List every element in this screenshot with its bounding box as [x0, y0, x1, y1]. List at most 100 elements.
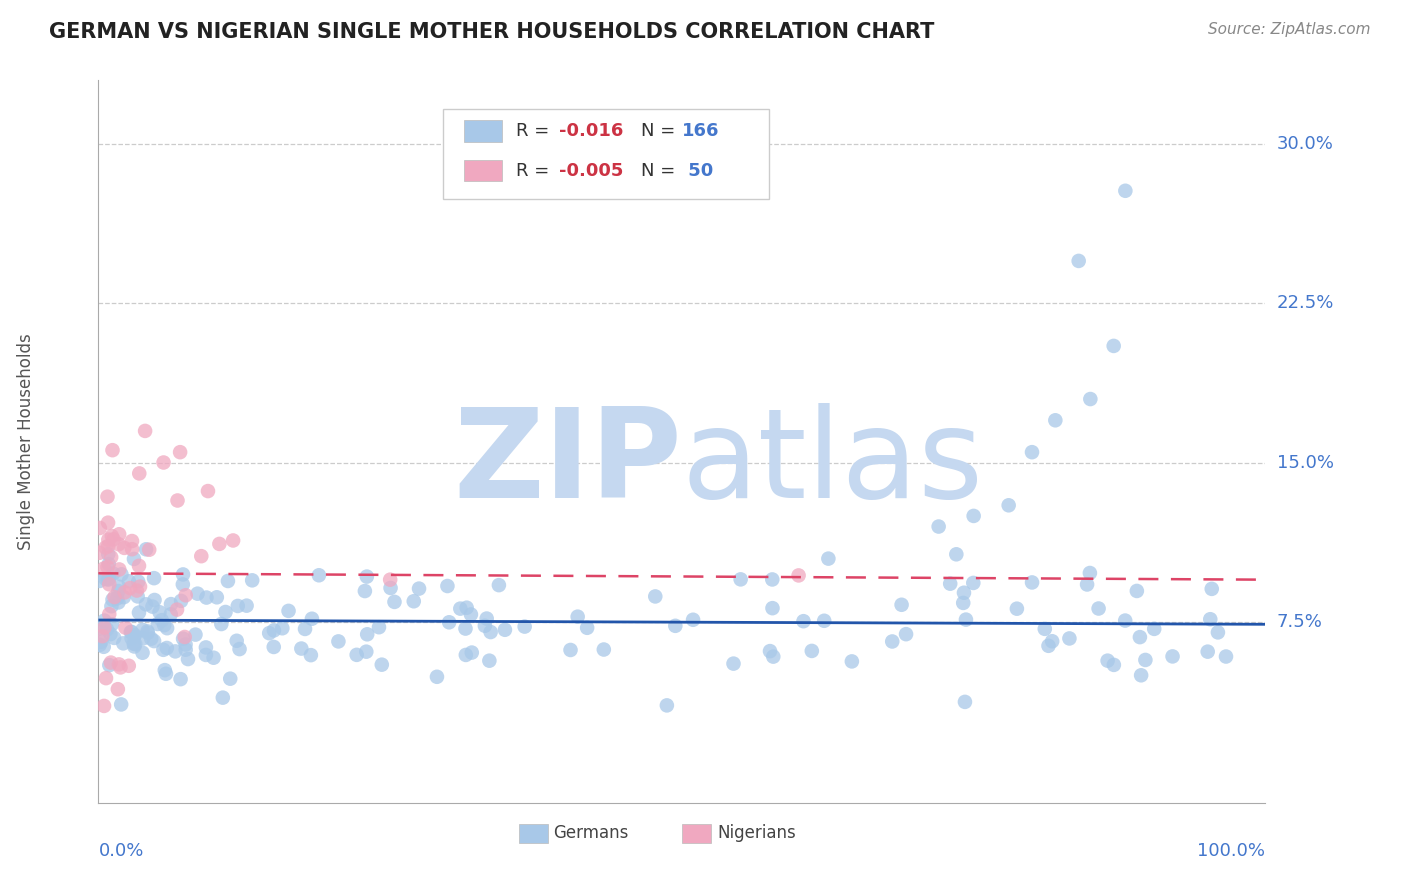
Point [368, 620, 391, 634]
Point [371, 657, 394, 672]
Text: R =: R = [516, 161, 555, 179]
Text: atlas: atlas [682, 402, 984, 524]
Point [208, 537, 231, 551]
Point [141, 599, 163, 614]
Point [89, 546, 111, 560]
Text: GERMAN VS NIGERIAN SINGLE MOTHER HOUSEHOLDS CORRELATION CHART: GERMAN VS NIGERIAN SINGLE MOTHER HOUSEHO… [49, 22, 935, 42]
Point [1005, 601, 1028, 615]
Point [235, 599, 257, 613]
Point [100, 627, 122, 641]
Point [194, 648, 217, 662]
Point [962, 576, 984, 591]
Point [135, 542, 157, 557]
Point [124, 628, 146, 642]
Point [122, 552, 145, 566]
Point [146, 617, 169, 632]
Point [141, 632, 163, 646]
Point [127, 574, 149, 589]
Point [205, 591, 228, 605]
Point [97, 547, 120, 561]
Point [240, 574, 263, 588]
Point [100, 550, 122, 565]
Point [408, 582, 430, 596]
Point [166, 602, 188, 616]
Text: 166: 166 [682, 122, 720, 140]
Point [94, 671, 117, 685]
Point [114, 621, 136, 635]
Point [1199, 612, 1222, 626]
Point [1087, 601, 1109, 615]
Point [841, 654, 863, 668]
Point [1215, 649, 1237, 664]
Point [195, 591, 218, 605]
Point [165, 644, 187, 658]
Point [156, 640, 179, 655]
Point [792, 614, 814, 628]
Point [110, 567, 132, 582]
Point [138, 542, 160, 557]
Point [120, 625, 142, 640]
Point [299, 648, 322, 662]
Bar [464, 160, 502, 181]
Point [356, 569, 378, 583]
Point [121, 632, 143, 646]
Point [263, 624, 285, 638]
Point [1129, 630, 1152, 644]
Point [222, 533, 245, 548]
Point [190, 549, 212, 564]
Point [172, 567, 194, 582]
Point [125, 583, 148, 598]
Point [1130, 668, 1153, 682]
Point [209, 617, 232, 632]
Point [131, 646, 153, 660]
Point [945, 547, 967, 561]
Point [118, 574, 141, 589]
Point [1114, 614, 1136, 628]
Point [112, 590, 135, 604]
Point [461, 646, 484, 660]
Point [1102, 657, 1125, 672]
Point [174, 642, 197, 657]
Point [437, 615, 460, 630]
Point [894, 627, 917, 641]
Text: 0.0%: 0.0% [98, 842, 143, 860]
Point [354, 584, 377, 599]
Point [380, 573, 402, 587]
Point [644, 590, 666, 604]
Point [194, 640, 217, 655]
Point [1078, 566, 1101, 580]
Point [592, 642, 614, 657]
Point [664, 619, 686, 633]
Point [263, 640, 285, 654]
Point [953, 586, 976, 600]
Point [156, 621, 179, 635]
Point [172, 577, 194, 591]
Point [271, 621, 294, 635]
Point [454, 622, 477, 636]
Point [93, 614, 115, 628]
Point [97, 573, 120, 587]
Point [94, 541, 117, 555]
Point [107, 537, 129, 551]
Point [226, 599, 249, 613]
Point [101, 566, 124, 581]
Point [121, 542, 143, 557]
Point [682, 613, 704, 627]
Point [214, 605, 236, 619]
Text: N =: N = [641, 161, 681, 179]
Point [356, 627, 378, 641]
Point [129, 580, 152, 594]
Point [152, 456, 174, 470]
Point [1059, 632, 1081, 646]
Text: Single Mother Households: Single Mother Households [17, 334, 35, 549]
Point [953, 695, 976, 709]
Point [121, 624, 143, 639]
Point [1135, 653, 1157, 667]
Text: -0.016: -0.016 [560, 122, 624, 140]
Point [217, 574, 239, 588]
Point [89, 638, 111, 652]
Point [101, 443, 124, 458]
Point [308, 568, 330, 582]
Text: Germans: Germans [554, 824, 628, 842]
Text: N =: N = [641, 122, 681, 140]
